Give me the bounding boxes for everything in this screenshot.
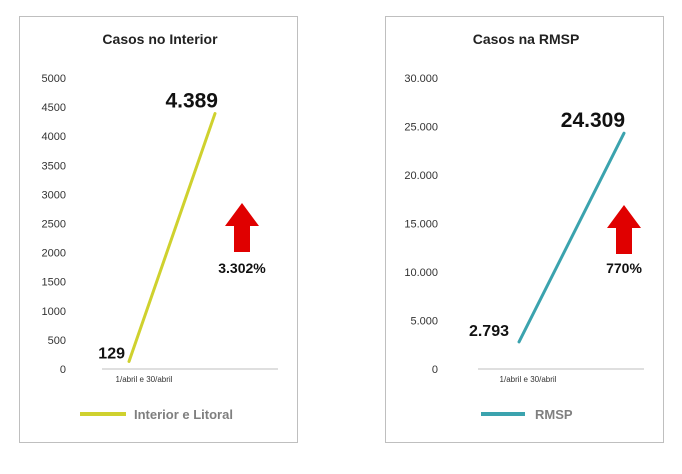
y-tick-label: 20.000: [404, 170, 438, 182]
y-tick-label: 500: [48, 335, 66, 347]
chart-panel-rmsp: Casos na RMSP 0 5.000 10.000 15.000 20.000 25…: [385, 16, 664, 443]
data-label-start: 129: [98, 345, 125, 362]
y-tick-label: 0: [60, 364, 66, 376]
series-line-interior: [127, 112, 217, 363]
chart-title: Casos no Interior: [102, 31, 218, 47]
data-label-start: 2.793: [469, 323, 509, 340]
y-tick-label: 5.000: [410, 316, 438, 328]
x-tick-label: 1/abril e 30/abril: [116, 375, 173, 384]
y-tick-label: 1500: [42, 277, 66, 289]
y-tick-label: 15.000: [404, 219, 438, 231]
y-tick-label: 3000: [42, 189, 66, 201]
data-label-end: 4.389: [165, 90, 218, 113]
y-tick-label: 0: [432, 364, 438, 376]
y-tick-label: 4500: [42, 102, 66, 114]
y-tick-label: 5000: [42, 73, 66, 85]
y-tick-label: 3500: [42, 160, 66, 172]
y-tick-label: 2000: [42, 248, 66, 260]
percent-increase-label: 3.302%: [218, 260, 266, 276]
up-arrow-icon: [225, 203, 259, 252]
y-tick-label: 30.000: [404, 73, 438, 85]
y-tick-label: 10.000: [404, 267, 438, 279]
chart-interior-svg: Casos no Interior 0 500 1000 1500 2000 2500 30…: [42, 31, 278, 422]
up-arrow-icon: [607, 205, 641, 254]
series-line-rmsp: [517, 131, 626, 344]
y-tick-label: 25.000: [404, 122, 438, 134]
legend-label: Interior e Litoral: [134, 407, 233, 422]
chart-rmsp-svg: Casos na RMSP 0 5.000 10.000 15.000 20.000 25…: [404, 31, 644, 422]
y-tick-label: 2500: [42, 219, 66, 231]
y-tick-label: 4000: [42, 131, 66, 143]
chart-title: Casos na RMSP: [473, 31, 580, 47]
legend-label: RMSP: [535, 407, 573, 422]
chart-panel-interior: Casos no Interior 0 500 1000 1500 2000 2500 30…: [19, 16, 298, 443]
data-label-end: 24.309: [561, 109, 625, 132]
percent-increase-label: 770%: [606, 260, 642, 276]
y-tick-label: 1000: [42, 306, 66, 318]
x-tick-label: 1/abril e 30/abril: [500, 375, 557, 384]
